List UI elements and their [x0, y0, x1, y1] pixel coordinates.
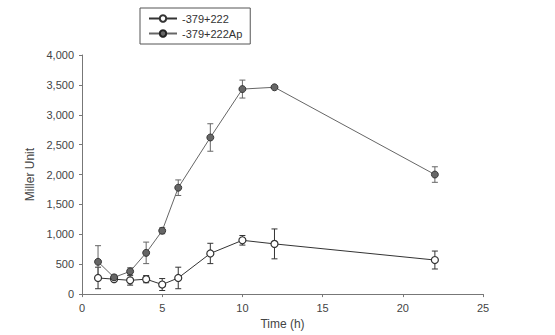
svg-text:500: 500 — [56, 258, 74, 270]
svg-text:15: 15 — [316, 302, 328, 314]
svg-text:0: 0 — [79, 302, 85, 314]
svg-text:25: 25 — [477, 302, 489, 314]
svg-text:1,500: 1,500 — [46, 198, 74, 210]
svg-text:4,000: 4,000 — [46, 49, 74, 61]
svg-text:-379+222: -379+222 — [182, 13, 229, 25]
svg-text:1,000: 1,000 — [46, 228, 74, 240]
svg-text:-379+222Ap: -379+222Ap — [182, 28, 242, 40]
svg-text:2,000: 2,000 — [46, 169, 74, 181]
svg-text:5: 5 — [159, 302, 165, 314]
svg-text:Time (h): Time (h) — [260, 317, 304, 331]
svg-text:3,000: 3,000 — [46, 109, 74, 121]
svg-text:10: 10 — [236, 302, 248, 314]
svg-text:0: 0 — [68, 288, 74, 300]
svg-text:Miller Unit: Miller Unit — [23, 147, 37, 201]
svg-text:20: 20 — [397, 302, 409, 314]
svg-text:2,500: 2,500 — [46, 139, 74, 151]
svg-text:3,500: 3,500 — [46, 79, 74, 91]
